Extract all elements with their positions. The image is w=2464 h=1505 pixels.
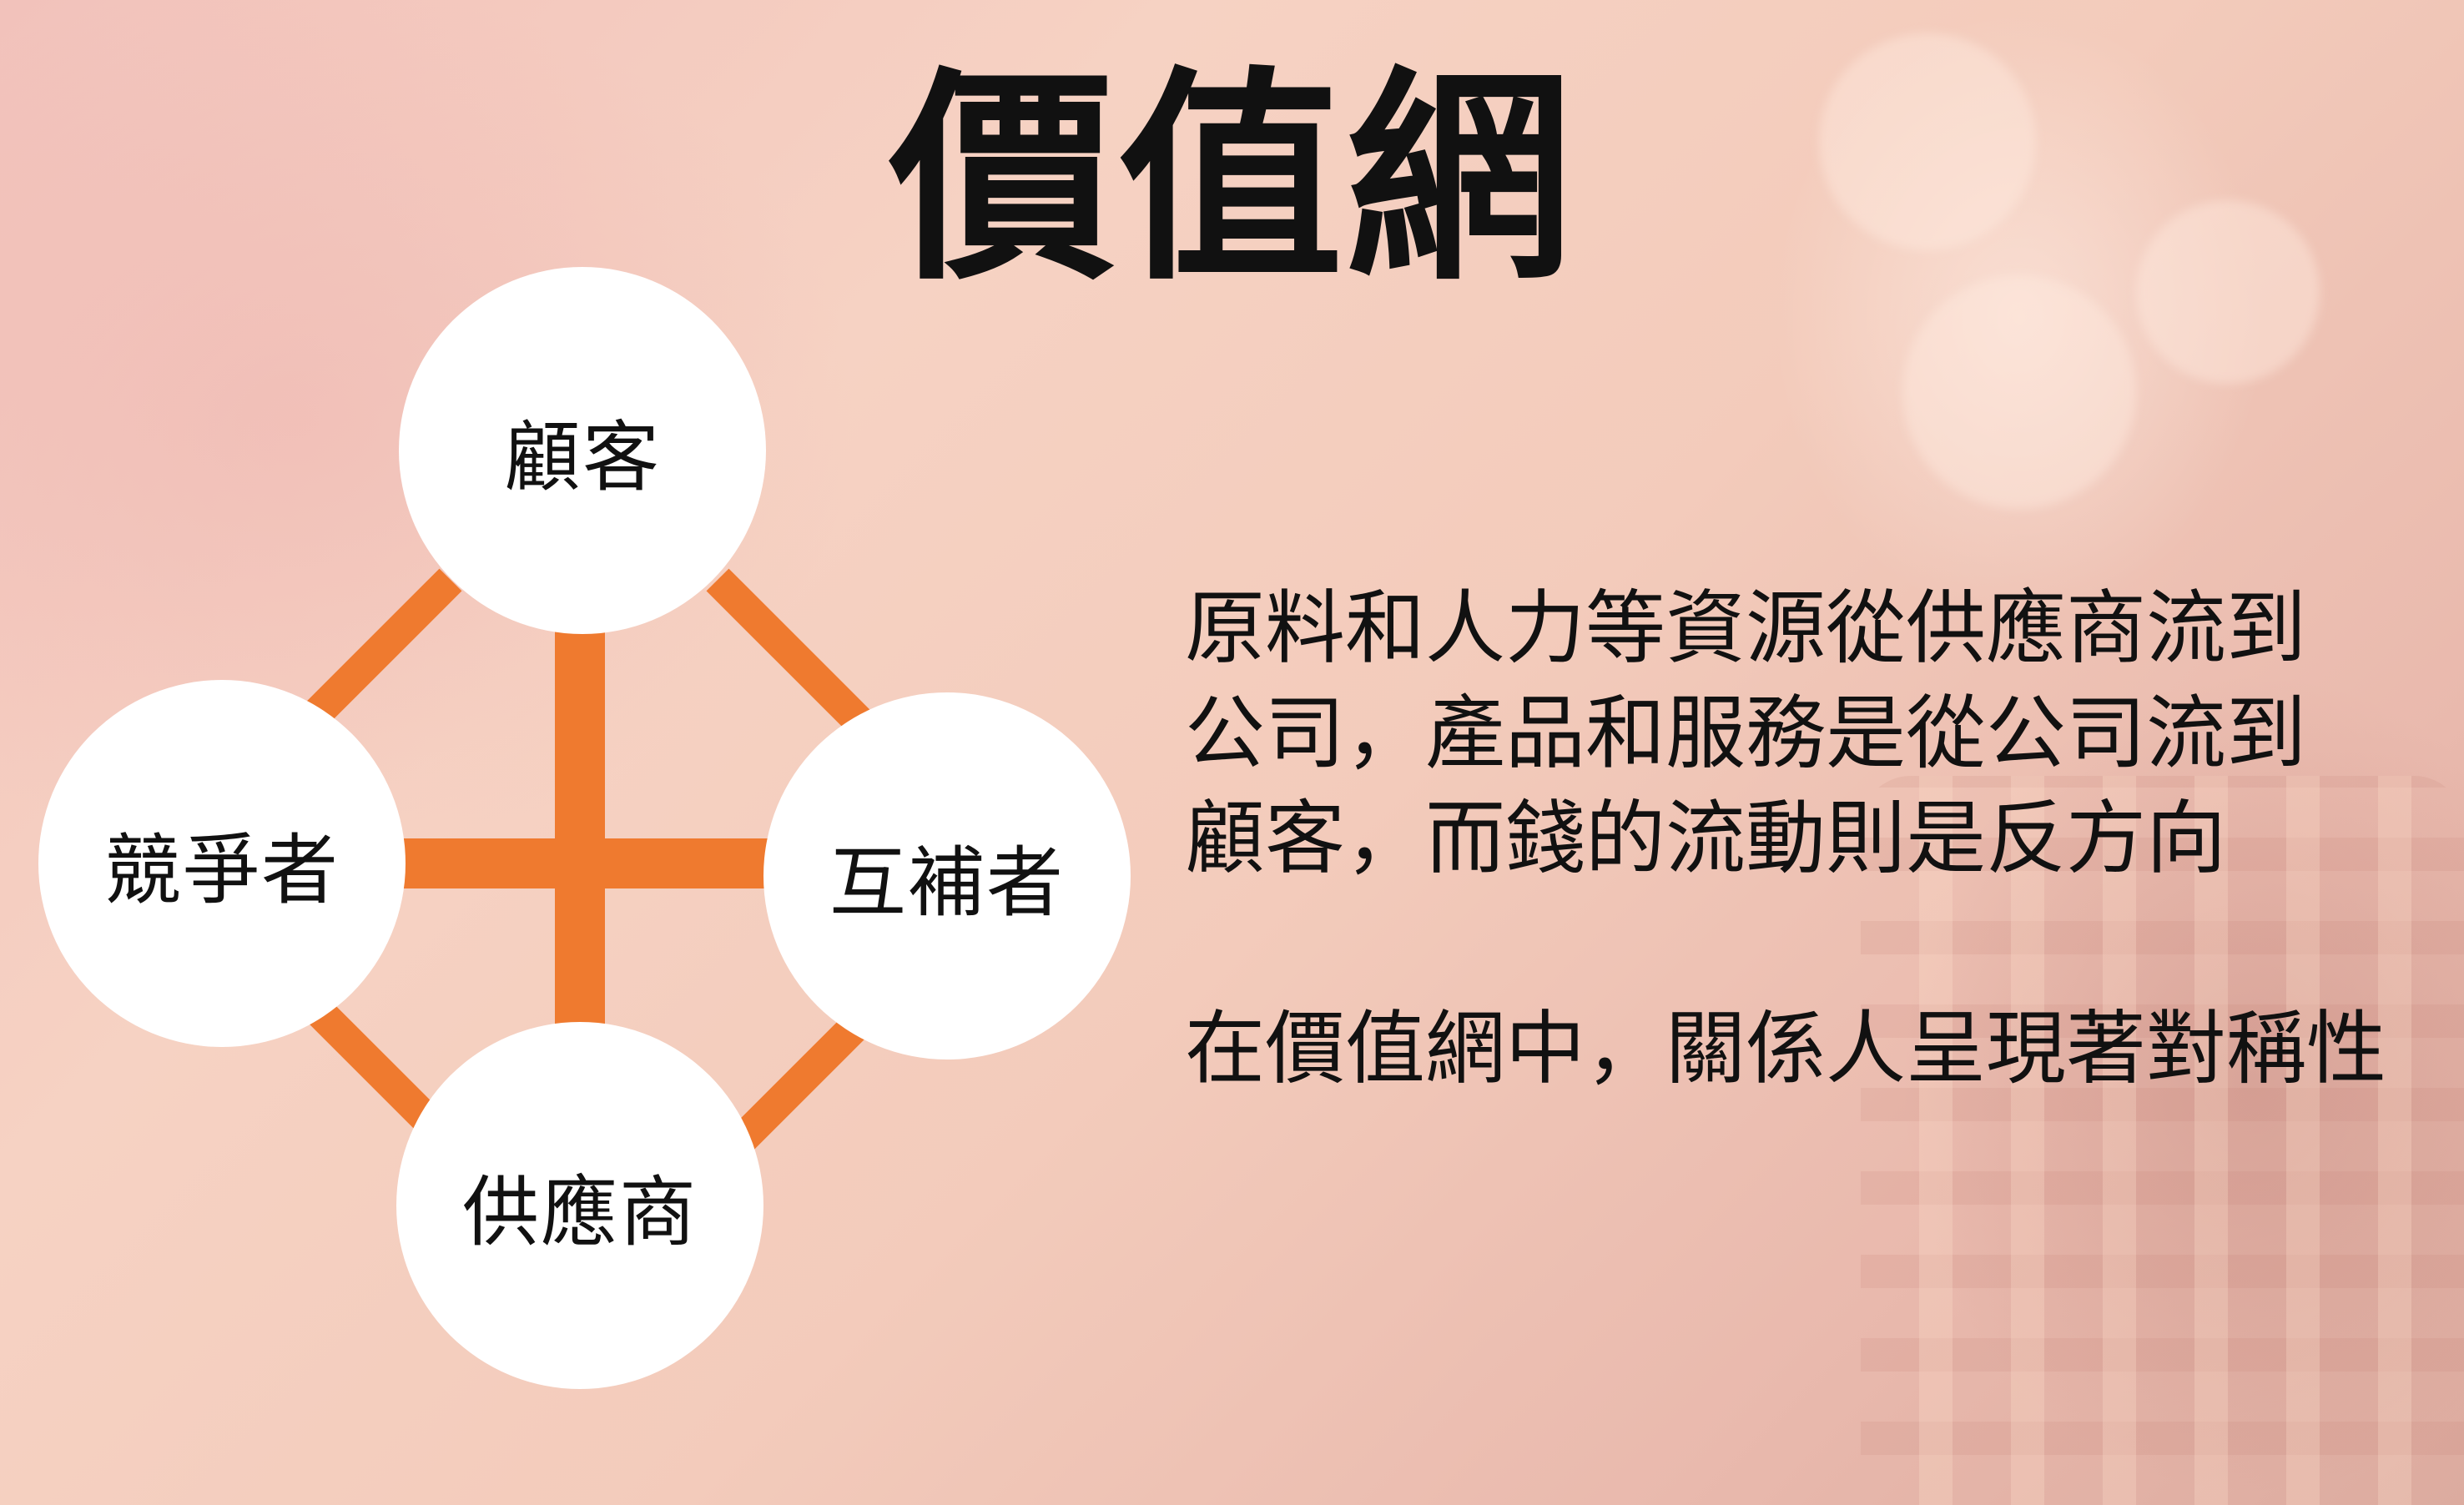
page-title: 價值網 [889, 48, 1575, 310]
node-competitors-label: 競爭者 [103, 825, 340, 915]
node-suppliers: 供應商 [396, 1022, 763, 1389]
node-competitors: 競爭者 [38, 680, 406, 1047]
node-complementors: 互補者 [763, 692, 1131, 1060]
description-line: 在價值網中，關係人呈現著對稱性 [1185, 1002, 2386, 1095]
node-suppliers-label: 供應商 [461, 1167, 698, 1257]
description-line: 顧客，而錢的流動則是反方向 [1185, 792, 2226, 885]
node-customers: 顧客 [399, 267, 766, 634]
description-text: 原料和人力等資源從供應商流到 公司，產品和服務是從公司流到 顧客，而錢的流動則是… [1185, 576, 2436, 1101]
node-complementors-label: 互補者 [829, 838, 1065, 928]
connector-top-right [706, 568, 871, 733]
description-line: 原料和人力等資源從供應商流到 [1185, 581, 2306, 675]
connector-top-left [297, 568, 462, 733]
connector-bottom-right [723, 1010, 871, 1159]
background-chips [1861, 776, 2464, 1505]
paragraph-gap [1185, 891, 2436, 996]
bokeh-light [1819, 33, 2036, 250]
bokeh-light [1902, 275, 2136, 509]
bokeh-light [2136, 200, 2320, 384]
node-customers-label: 顧客 [503, 412, 661, 502]
description-line: 公司，產品和服務是從公司流到 [1185, 687, 2306, 780]
